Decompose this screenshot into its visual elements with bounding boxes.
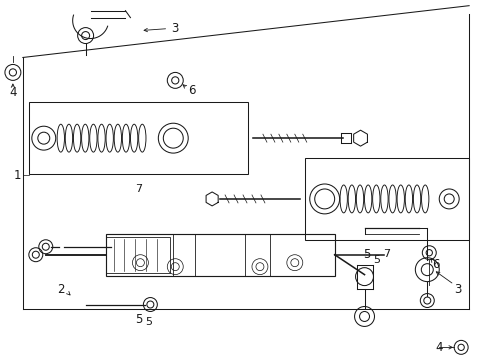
Bar (105, 237, 170, 273)
Text: 6: 6 (431, 258, 439, 271)
Text: 4: 4 (9, 86, 17, 99)
Text: 4: 4 (435, 341, 442, 354)
Bar (29, 102, 247, 174)
Text: 7: 7 (135, 184, 142, 194)
Text: 1: 1 (14, 168, 21, 181)
Text: 2: 2 (57, 283, 64, 296)
Text: 6: 6 (188, 84, 196, 97)
Text: 7: 7 (383, 249, 390, 259)
Bar (105, 234, 334, 276)
Text: 5: 5 (135, 313, 142, 326)
Text: 5: 5 (362, 248, 369, 261)
Bar (304, 158, 468, 240)
Text: 3: 3 (171, 22, 179, 35)
Text: 3: 3 (453, 283, 461, 296)
Text: 5: 5 (373, 255, 380, 265)
Text: 5: 5 (144, 318, 152, 328)
